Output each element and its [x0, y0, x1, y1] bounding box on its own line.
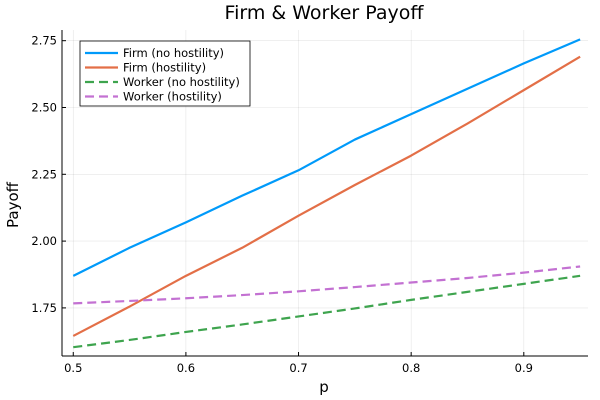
tick-labels: 0.5 0.6 0.7 0.8 0.9 1.75 2.00 2.25 2.50 2.75: [31, 34, 533, 375]
legend: Firm (no hostility)Firm (hostility)Worke…: [79, 40, 251, 107]
y-tick-label: 2.50: [31, 100, 57, 114]
y-tick-label: 1.75: [31, 301, 57, 315]
legend-label-worker-no-hostility: Worker (no hostility): [123, 75, 240, 89]
y-tick-label: 2.25: [31, 167, 57, 181]
legend-label-firm-no-hostility: Firm (no hostility): [123, 46, 224, 60]
y-tick-label: 2.75: [31, 34, 57, 48]
legend-box: [79, 40, 251, 107]
y-tick-label: 2.00: [31, 234, 57, 248]
series-line-worker-hostility: [73, 265, 581, 305]
x-tick-label: 0.9: [515, 361, 533, 375]
series-layer: [72, 38, 581, 349]
axes: [61, 30, 588, 357]
legend-label-worker-hostility: Worker (hostility): [123, 90, 222, 104]
x-tick-label: 0.5: [64, 361, 82, 375]
y-axis-label: Payoff: [4, 181, 22, 228]
legend-label-firm-hostility: Firm (hostility): [123, 61, 206, 75]
series-line-worker-no-hostility: [73, 274, 581, 349]
x-tick-label: 0.7: [289, 361, 307, 375]
x-tick-label: 0.6: [177, 361, 195, 375]
x-tick-label: 0.8: [402, 361, 420, 375]
series-line-firm-hostility: [72, 55, 581, 337]
series-line-firm-no-hostility: [72, 38, 581, 277]
chart-title: Firm & Worker Payoff: [225, 2, 425, 24]
x-axis-label: p: [319, 378, 329, 396]
